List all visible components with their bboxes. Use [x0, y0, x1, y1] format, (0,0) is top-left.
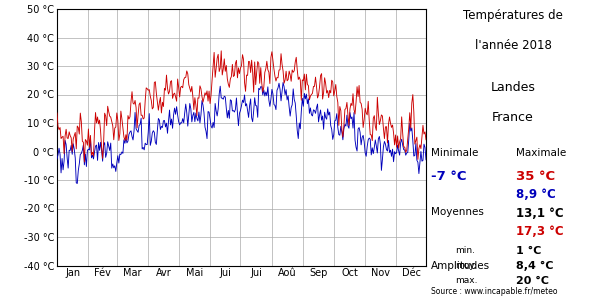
- Text: Moyennes: Moyennes: [431, 207, 484, 217]
- Text: 1 °C: 1 °C: [516, 246, 541, 256]
- Text: Source : www.incapable.fr/meteo: Source : www.incapable.fr/meteo: [431, 286, 557, 296]
- Text: l'année 2018: l'année 2018: [475, 39, 551, 52]
- Text: max.: max.: [455, 276, 478, 285]
- Text: 8,4 °C: 8,4 °C: [516, 261, 554, 271]
- Text: min.: min.: [455, 246, 475, 255]
- Text: Minimale: Minimale: [431, 148, 478, 158]
- Text: France: France: [492, 111, 534, 124]
- Text: 17,3 °C: 17,3 °C: [516, 225, 563, 238]
- Text: Amplitudes: Amplitudes: [431, 261, 490, 271]
- Text: Températures de: Températures de: [463, 9, 563, 22]
- Text: Maximale: Maximale: [516, 148, 566, 158]
- Text: Landes: Landes: [491, 81, 535, 94]
- Text: 13,1 °C: 13,1 °C: [516, 207, 563, 220]
- Text: 20 °C: 20 °C: [516, 276, 549, 286]
- Text: 35 °C: 35 °C: [516, 169, 555, 182]
- Text: moy.: moy.: [455, 261, 476, 270]
- Text: -7 °C: -7 °C: [431, 169, 466, 182]
- Text: 8,9 °C: 8,9 °C: [516, 188, 556, 200]
